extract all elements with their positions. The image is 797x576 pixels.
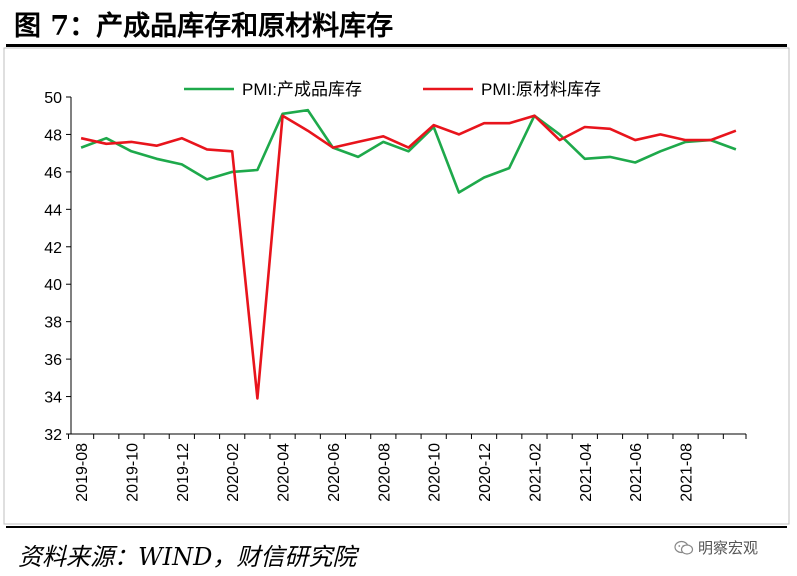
x-tick-label: 2021-08	[679, 443, 696, 502]
y-tick-label: 46	[44, 165, 62, 182]
series-lines	[80, 108, 737, 400]
x-tick-label: 2019-12	[175, 443, 192, 502]
watermark-text: 明察宏观	[698, 540, 759, 557]
x-tick-label: 2021-04	[578, 443, 595, 502]
x-tick-label: 2019-08	[74, 443, 91, 502]
plot-frame	[3, 47, 790, 525]
x-tick-label: 2020-12	[477, 443, 494, 502]
x-tick-label: 2020-04	[276, 443, 293, 502]
y-tick-label: 42	[44, 240, 62, 257]
legend-label-0: PMI:产成品库存	[242, 80, 362, 99]
line-chart: 32 34 36 38 40 42 44 46 48 50 2019-08 2019-10 2019-1…	[3, 47, 790, 525]
y-tick-label: 34	[44, 390, 62, 407]
y-tick-label: 40	[44, 277, 62, 294]
top-rule	[6, 44, 787, 47]
series-line-1	[80, 114, 737, 400]
y-tick-label: 44	[44, 202, 62, 219]
watermark: 明察宏观	[674, 537, 758, 558]
wechat-icon	[674, 540, 694, 555]
y-tick-label: 38	[44, 315, 62, 332]
x-tick-label: 2020-02	[225, 443, 242, 502]
x-tick-label: 2020-08	[376, 443, 393, 502]
legend-label-1: PMI:原材料库存	[481, 80, 601, 99]
y-tick-label: 48	[44, 127, 62, 144]
x-tick-label: 2021-06	[628, 443, 645, 502]
source-note: 资料来源：WIND，财信研究院	[18, 543, 357, 571]
x-tick-label: 2021-02	[527, 443, 544, 502]
y-tick-label: 36	[44, 352, 62, 369]
x-tick-label: 2019-10	[124, 443, 141, 502]
bottom-rule	[6, 526, 787, 528]
x-tick-label: 2020-10	[427, 443, 444, 502]
axes: 32 34 36 38 40 42 44 46 48 50 2019-08 2019-10 2019-1…	[44, 90, 747, 502]
series-line-0	[80, 108, 737, 194]
x-tick-label: 2020-06	[326, 443, 343, 502]
legend: PMI:产成品库存 PMI:原材料库存	[184, 80, 601, 99]
figure-title: 图 7：产成品库存和原材料库存	[14, 11, 394, 42]
y-tick-label: 50	[44, 90, 62, 107]
y-tick-label: 32	[44, 427, 62, 444]
